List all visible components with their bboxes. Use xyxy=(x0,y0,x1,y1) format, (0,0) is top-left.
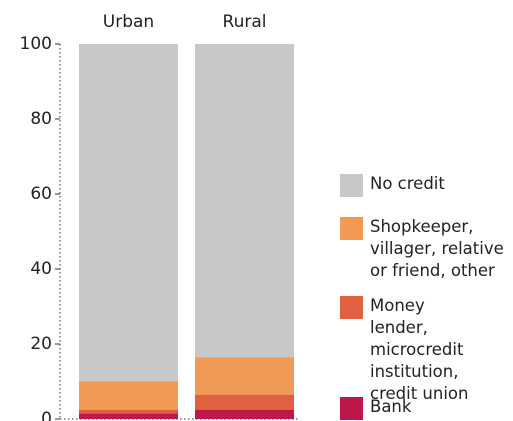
y-tick-label: 80 xyxy=(30,109,52,129)
legend-label: Money lender, microcredit institution, c… xyxy=(370,296,469,403)
legend-item: No credit xyxy=(340,174,510,197)
legend-swatch xyxy=(340,217,363,240)
legend-swatch xyxy=(340,397,363,420)
y-tick-label: 60 xyxy=(30,184,52,204)
legend-label: Bank xyxy=(370,397,412,416)
y-tick-label: 0 xyxy=(41,409,52,421)
legend-label: No credit xyxy=(370,174,445,193)
x-tick-label: Rural xyxy=(223,12,267,32)
x-tick-label: Urban xyxy=(103,12,154,32)
legend-item: Bank xyxy=(340,397,510,420)
y-tick-label: 20 xyxy=(30,334,52,354)
y-tick-label: 40 xyxy=(30,259,52,279)
bar-segment xyxy=(195,357,294,395)
legend-item: Shopkeeper, villager, relative or friend… xyxy=(340,217,510,282)
bar-segment xyxy=(195,394,294,410)
bar-segment xyxy=(79,409,178,414)
bar-segment xyxy=(79,413,178,419)
legend-swatch xyxy=(340,296,363,319)
y-tick-label: 100 xyxy=(20,34,52,54)
bar-segment xyxy=(195,44,294,358)
bar-segment xyxy=(79,44,178,382)
legend-label: Shopkeeper, villager, relative or friend… xyxy=(370,217,504,280)
bar-segment xyxy=(195,409,294,419)
legend-item: Money lender, microcredit institution, c… xyxy=(340,296,470,405)
bar-segment xyxy=(79,381,178,410)
legend-swatch xyxy=(340,174,363,197)
